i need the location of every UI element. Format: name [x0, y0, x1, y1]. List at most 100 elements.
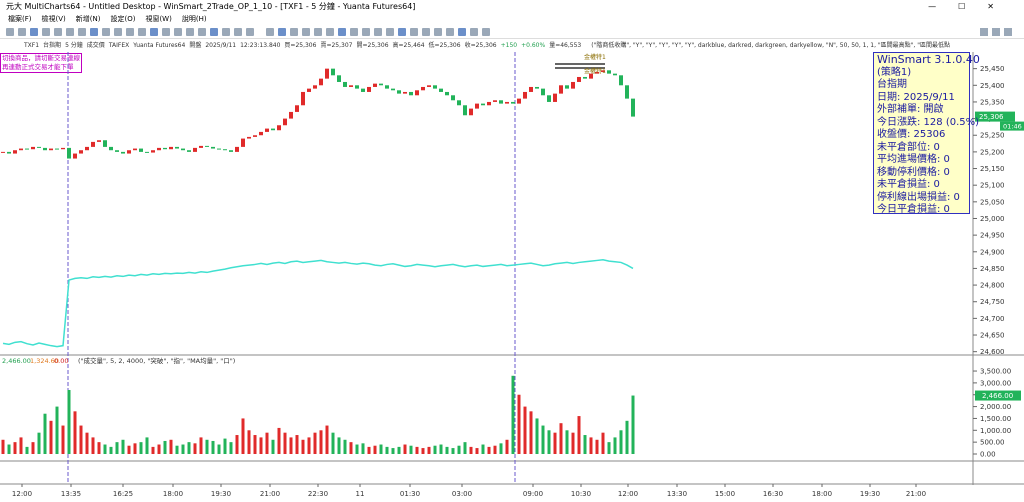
toolbar-button[interactable]	[114, 28, 122, 36]
toolbar-button[interactable]	[90, 28, 98, 36]
y-tick-label: 25,400	[980, 82, 1005, 90]
volume-bar	[223, 438, 227, 454]
candle	[493, 100, 497, 102]
toolbar-button[interactable]	[314, 28, 322, 36]
toolbar-button[interactable]	[278, 28, 286, 36]
volume-bar	[439, 444, 443, 454]
toolbar-button[interactable]	[302, 28, 310, 36]
volume-bar	[49, 420, 53, 454]
toolbar-button[interactable]	[6, 28, 14, 36]
toolbar-button[interactable]	[422, 28, 430, 36]
toolbar-button[interactable]	[446, 28, 454, 36]
toolbar-button[interactable]	[992, 28, 1000, 36]
x-tick-label: 10:30	[571, 490, 591, 498]
toolbar-button[interactable]	[980, 28, 988, 36]
toolbar-button[interactable]	[266, 28, 274, 36]
info-line: 移動停利價格: 0	[877, 166, 950, 178]
toolbar-button[interactable]	[210, 28, 218, 36]
toolbar-button[interactable]	[398, 28, 406, 36]
candle	[427, 85, 431, 87]
toolbar-button[interactable]	[290, 28, 298, 36]
candle	[289, 111, 293, 119]
toolbar-button[interactable]	[410, 28, 418, 36]
menu-bar: 檔案(F) 檢視(V) 新增(N) 設定(O) 視窗(W) 說明(H)	[0, 13, 1024, 25]
volume-bar	[613, 437, 617, 454]
x-tick-label: 13:30	[667, 490, 687, 498]
info-line: 外部補單: 開啟	[877, 104, 944, 115]
candle	[331, 68, 335, 76]
toolbar-button[interactable]	[246, 28, 254, 36]
toolbar-button[interactable]	[54, 28, 62, 36]
toolbar-button[interactable]	[174, 28, 182, 36]
info-line: 收盤價: 25306	[877, 129, 946, 140]
toolbar-button[interactable]	[198, 28, 206, 36]
volume-header: 1,324.60	[30, 357, 59, 365]
candle	[349, 85, 353, 87]
volume-bar	[631, 395, 635, 454]
toolbar-button[interactable]	[222, 28, 230, 36]
y-tick-label: 0.00	[980, 451, 996, 459]
toolbar-button[interactable]	[66, 28, 74, 36]
window-controls[interactable]: —☐✕	[928, 2, 1016, 11]
toolbar-button[interactable]	[42, 28, 50, 36]
y-tick-label: 24,800	[980, 282, 1005, 290]
toolbar-button[interactable]	[434, 28, 442, 36]
candle	[559, 85, 563, 94]
toolbar-button[interactable]	[126, 28, 134, 36]
toolbar-button[interactable]	[234, 28, 242, 36]
candle	[625, 85, 629, 99]
menu-item[interactable]: 檢視(V)	[41, 15, 66, 23]
candle	[565, 85, 569, 89]
menu-item[interactable]: 檔案(F)	[8, 15, 32, 23]
menu-item[interactable]: 設定(O)	[110, 15, 136, 23]
y-tick-label: 1,000.00	[980, 427, 1011, 435]
toolbar-button[interactable]	[458, 28, 466, 36]
volume-bar	[451, 448, 455, 454]
candle	[163, 147, 167, 150]
toolbar-button[interactable]	[470, 28, 478, 36]
toolbar-button[interactable]	[362, 28, 370, 36]
toolbar-button[interactable]	[186, 28, 194, 36]
toolbar-button[interactable]	[162, 28, 170, 36]
x-tick-label: 22:30	[308, 490, 328, 498]
volume-bar	[541, 425, 545, 454]
toolbar-button[interactable]	[482, 28, 490, 36]
toolbar-button[interactable]	[350, 28, 358, 36]
toolbar-button[interactable]	[374, 28, 382, 36]
candle	[367, 86, 371, 92]
toolbar-button[interactable]	[18, 28, 26, 36]
strategy-marker-label: 金權特1	[584, 67, 606, 75]
candle	[397, 90, 401, 94]
y-tick-label: 24,650	[980, 332, 1005, 340]
toolbar-button[interactable]	[326, 28, 334, 36]
toolbar-button[interactable]	[386, 28, 394, 36]
candle	[523, 91, 527, 99]
y-tick-label: 25,200	[980, 148, 1005, 156]
volume-bar	[331, 432, 335, 454]
candle	[433, 85, 437, 89]
candle	[151, 150, 155, 153]
toolbar-button[interactable]	[150, 28, 158, 36]
candle	[337, 75, 341, 82]
volume-bar	[319, 430, 323, 454]
toolbar-button[interactable]	[338, 28, 346, 36]
volume-bar	[7, 444, 11, 454]
menu-item[interactable]: 視窗(W)	[145, 15, 172, 23]
candle	[595, 71, 599, 74]
toolbar-button[interactable]	[78, 28, 86, 36]
toolbar-button[interactable]	[30, 28, 38, 36]
y-tick-label: 3,500.00	[980, 368, 1011, 376]
candle	[391, 88, 395, 91]
menu-item[interactable]: 說明(H)	[181, 15, 207, 23]
candle	[547, 95, 551, 102]
menu-item[interactable]: 新增(N)	[75, 15, 101, 23]
volume-bar	[1, 439, 5, 454]
candle	[307, 88, 311, 92]
y-tick-label: 24,950	[980, 232, 1005, 240]
toolbar-button[interactable]	[102, 28, 110, 36]
toolbar-button[interactable]	[1004, 28, 1012, 36]
candle	[91, 141, 95, 147]
info-line: 未平倉損益: 0	[877, 179, 940, 190]
status-item: 2025/9/11	[205, 42, 237, 49]
toolbar-button[interactable]	[138, 28, 146, 36]
